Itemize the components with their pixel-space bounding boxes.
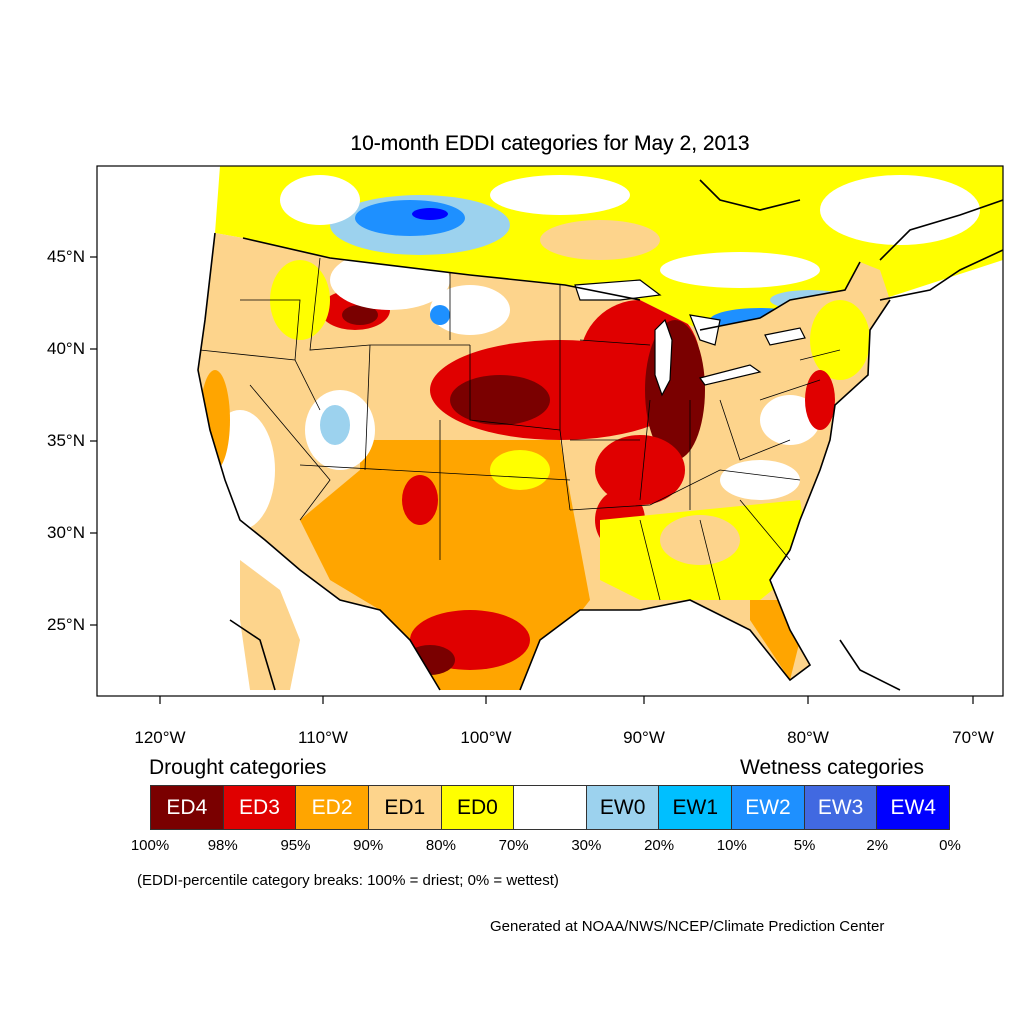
legend-break-label: 80% bbox=[425, 837, 456, 854]
axis-ticks bbox=[90, 256, 974, 704]
lon-label-70w: 70°W bbox=[952, 728, 994, 747]
legend-break-label: 100% bbox=[130, 837, 170, 854]
coastlines bbox=[197, 179, 1003, 691]
legend-break-label: 0% bbox=[939, 837, 961, 854]
lon-label-80w: 80°W bbox=[787, 728, 829, 747]
legend-cell-ew1: EW1 bbox=[659, 786, 733, 829]
canada-region bbox=[215, 166, 1003, 350]
legend-break-label: 30% bbox=[571, 837, 602, 854]
legend-cell-ew0: EW0 bbox=[586, 786, 660, 829]
legend-colorbar: ED4 ED3 ED2 ED1 ED0 EW0 EW1 EW2 EW3 EW4 bbox=[150, 785, 950, 830]
map-title: 10-month EDDI categories for May 2, 2013 bbox=[350, 132, 750, 155]
legend-break-label: 5% bbox=[793, 837, 816, 854]
drought-header: Drought categories bbox=[149, 756, 327, 779]
legend-break-label: 70% bbox=[498, 837, 529, 854]
legend-break-label: 2% bbox=[866, 837, 889, 854]
chart-title: 10-month EDDI categories for May 2, 2013 bbox=[350, 132, 750, 155]
legend-break-label: 20% bbox=[644, 837, 675, 854]
lat-label-30: 30°N bbox=[47, 523, 85, 542]
lon-label-90w: 90°W bbox=[623, 728, 665, 747]
state-boundaries bbox=[199, 257, 841, 601]
legend-break-label: 10% bbox=[716, 837, 747, 854]
lon-label-120w: 120°W bbox=[134, 728, 186, 747]
legend-cell-ed1: ED1 bbox=[368, 786, 442, 829]
lat-label-45: 45°N bbox=[47, 247, 85, 266]
legend-break-label: 98% bbox=[207, 837, 238, 854]
credit-text: Generated at NOAA/NWS/NCEP/Climate Predi… bbox=[490, 918, 885, 935]
lat-label-40: 40°N bbox=[47, 339, 85, 358]
legend-cell-ew3: EW3 bbox=[804, 786, 878, 829]
lat-label-25: 25°N bbox=[47, 615, 85, 634]
legend-cell-normal bbox=[514, 786, 587, 829]
category-note: (EDDI-percentile category breaks: 100% =… bbox=[137, 872, 559, 889]
lon-label-100w: 100°W bbox=[460, 728, 512, 747]
lon-label-110w: 110°W bbox=[298, 728, 348, 747]
legend-cell-ew4: EW4 bbox=[877, 786, 950, 829]
legend-cell-ed2: ED2 bbox=[296, 786, 369, 829]
legend-cell-ed0: ED0 bbox=[441, 786, 515, 829]
legend-break-label: 95% bbox=[280, 837, 311, 854]
legend-cell-ed3: ED3 bbox=[223, 786, 297, 829]
legend-break-label: 90% bbox=[353, 837, 384, 854]
wetness-header: Wetness categories bbox=[740, 756, 925, 779]
great-lakes bbox=[574, 279, 806, 397]
lat-label-35: 35°N bbox=[47, 431, 85, 450]
legend-cell-ed4: ED4 bbox=[151, 786, 224, 829]
legend-cell-ew2: EW2 bbox=[732, 786, 805, 829]
